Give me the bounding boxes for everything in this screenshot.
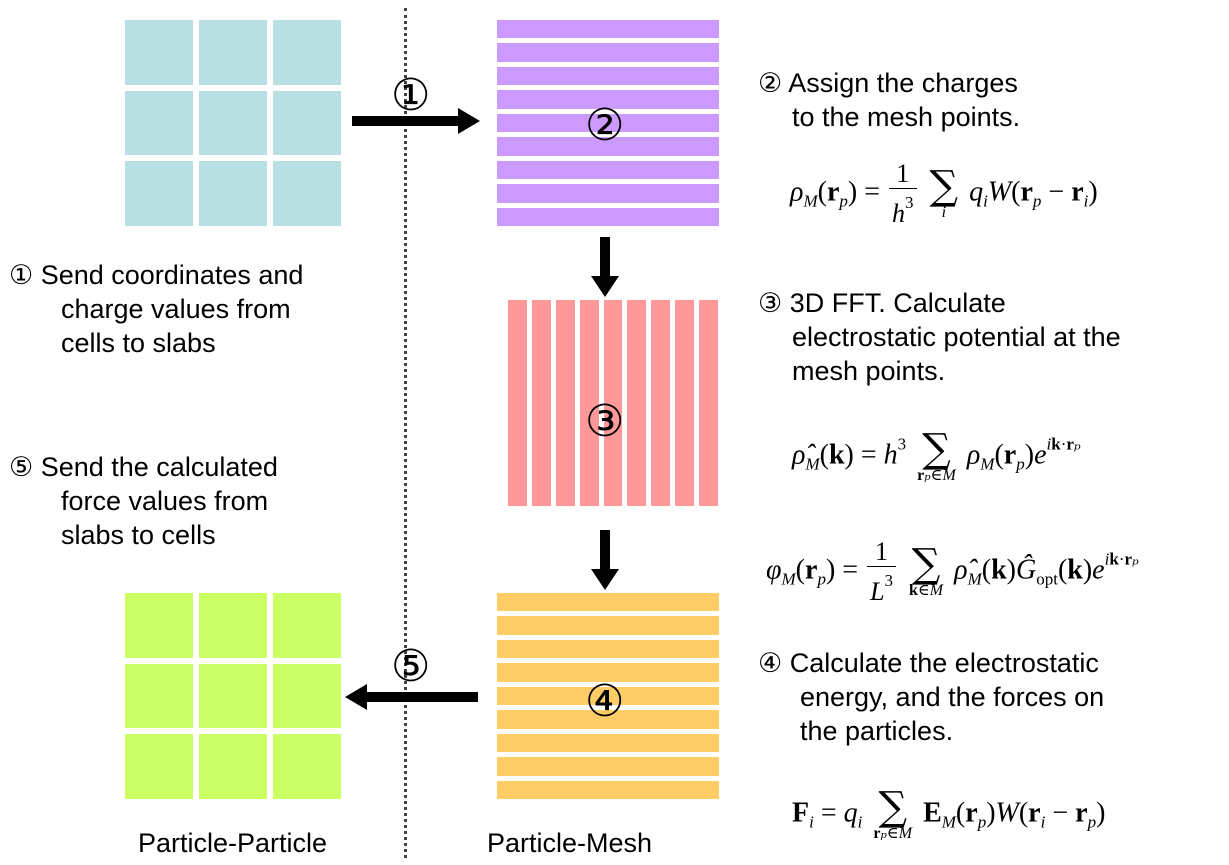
step-4-line-2: energy, and the forces on bbox=[800, 682, 1105, 712]
marker-step-4: ④ bbox=[585, 676, 625, 727]
step-2-line-1: ② Assign the charges bbox=[758, 68, 1018, 98]
step-1-line-1: ① Send coordinates and bbox=[9, 260, 304, 290]
pp-cell-grid-input bbox=[125, 20, 341, 226]
arrow-send-to-cells bbox=[345, 684, 478, 710]
pp-cell-grid-output bbox=[125, 593, 341, 799]
equation-charge-assignment: ρM(rp) = 1 h3 ∑ i qiW(rp − ri) bbox=[790, 159, 1098, 228]
step-3-text: ③ 3D FFT. Calculate electrostatic potent… bbox=[758, 286, 1121, 388]
step-3-line-3: mesh points. bbox=[792, 356, 946, 386]
step-5-line-1: ⑤ Send the calculated bbox=[9, 452, 278, 482]
step-1-line-2: charge values from bbox=[61, 294, 291, 324]
step-1-text: ① Send coordinates and charge values fro… bbox=[9, 258, 303, 360]
arrow-down-to-fft bbox=[591, 237, 619, 297]
step-2-line-2: to the mesh points. bbox=[792, 102, 1021, 132]
step-4-text: ④ Calculate the electrostatic energy, an… bbox=[758, 646, 1104, 748]
particle-mesh-label: Particle-Mesh bbox=[487, 828, 653, 858]
marker-step-2: ② bbox=[585, 100, 625, 151]
marker-step-1: ① bbox=[391, 70, 431, 121]
marker-step-3: ③ bbox=[585, 396, 625, 447]
particle-particle-label: Particle-Particle bbox=[138, 828, 328, 858]
mesh-charge-slab bbox=[497, 20, 719, 226]
step-3-line-2: electrostatic potential at the bbox=[792, 322, 1121, 352]
step-5-line-2: force values from bbox=[61, 486, 269, 516]
mesh-force-slab bbox=[497, 593, 719, 799]
equation-potential: φM(rp) = 1 L3 ∑ k∈M ρ̂M(k)Ĝopt(k)eik·rₚ bbox=[766, 537, 1139, 606]
arrow-send-to-slabs bbox=[352, 108, 480, 134]
step-4-line-1: ④ Calculate the electrostatic bbox=[758, 648, 1099, 678]
marker-step-5: ⑤ bbox=[391, 641, 431, 692]
equation-fft-density: ρ̂M(k) = h3 ∑ rₚ∈M ρM(rp)eik·rₚ bbox=[792, 426, 1081, 484]
step-2-text: ② Assign the charges to the mesh points. bbox=[758, 66, 1020, 134]
step-1-line-3: cells to slabs bbox=[61, 328, 216, 358]
arrow-down-to-force bbox=[591, 530, 619, 590]
step-5-line-3: slabs to cells bbox=[61, 520, 216, 550]
equation-force: Fi = qi ∑ rₚ∈M EM(rp)W(ri − rp) bbox=[792, 784, 1106, 842]
step-5-text: ⑤ Send the calculated force values from … bbox=[9, 450, 278, 552]
pp-pm-divider bbox=[404, 8, 407, 858]
step-3-line-1: ③ 3D FFT. Calculate bbox=[758, 288, 1006, 318]
fft-slab bbox=[508, 300, 719, 506]
step-4-line-3: the particles. bbox=[800, 716, 954, 746]
